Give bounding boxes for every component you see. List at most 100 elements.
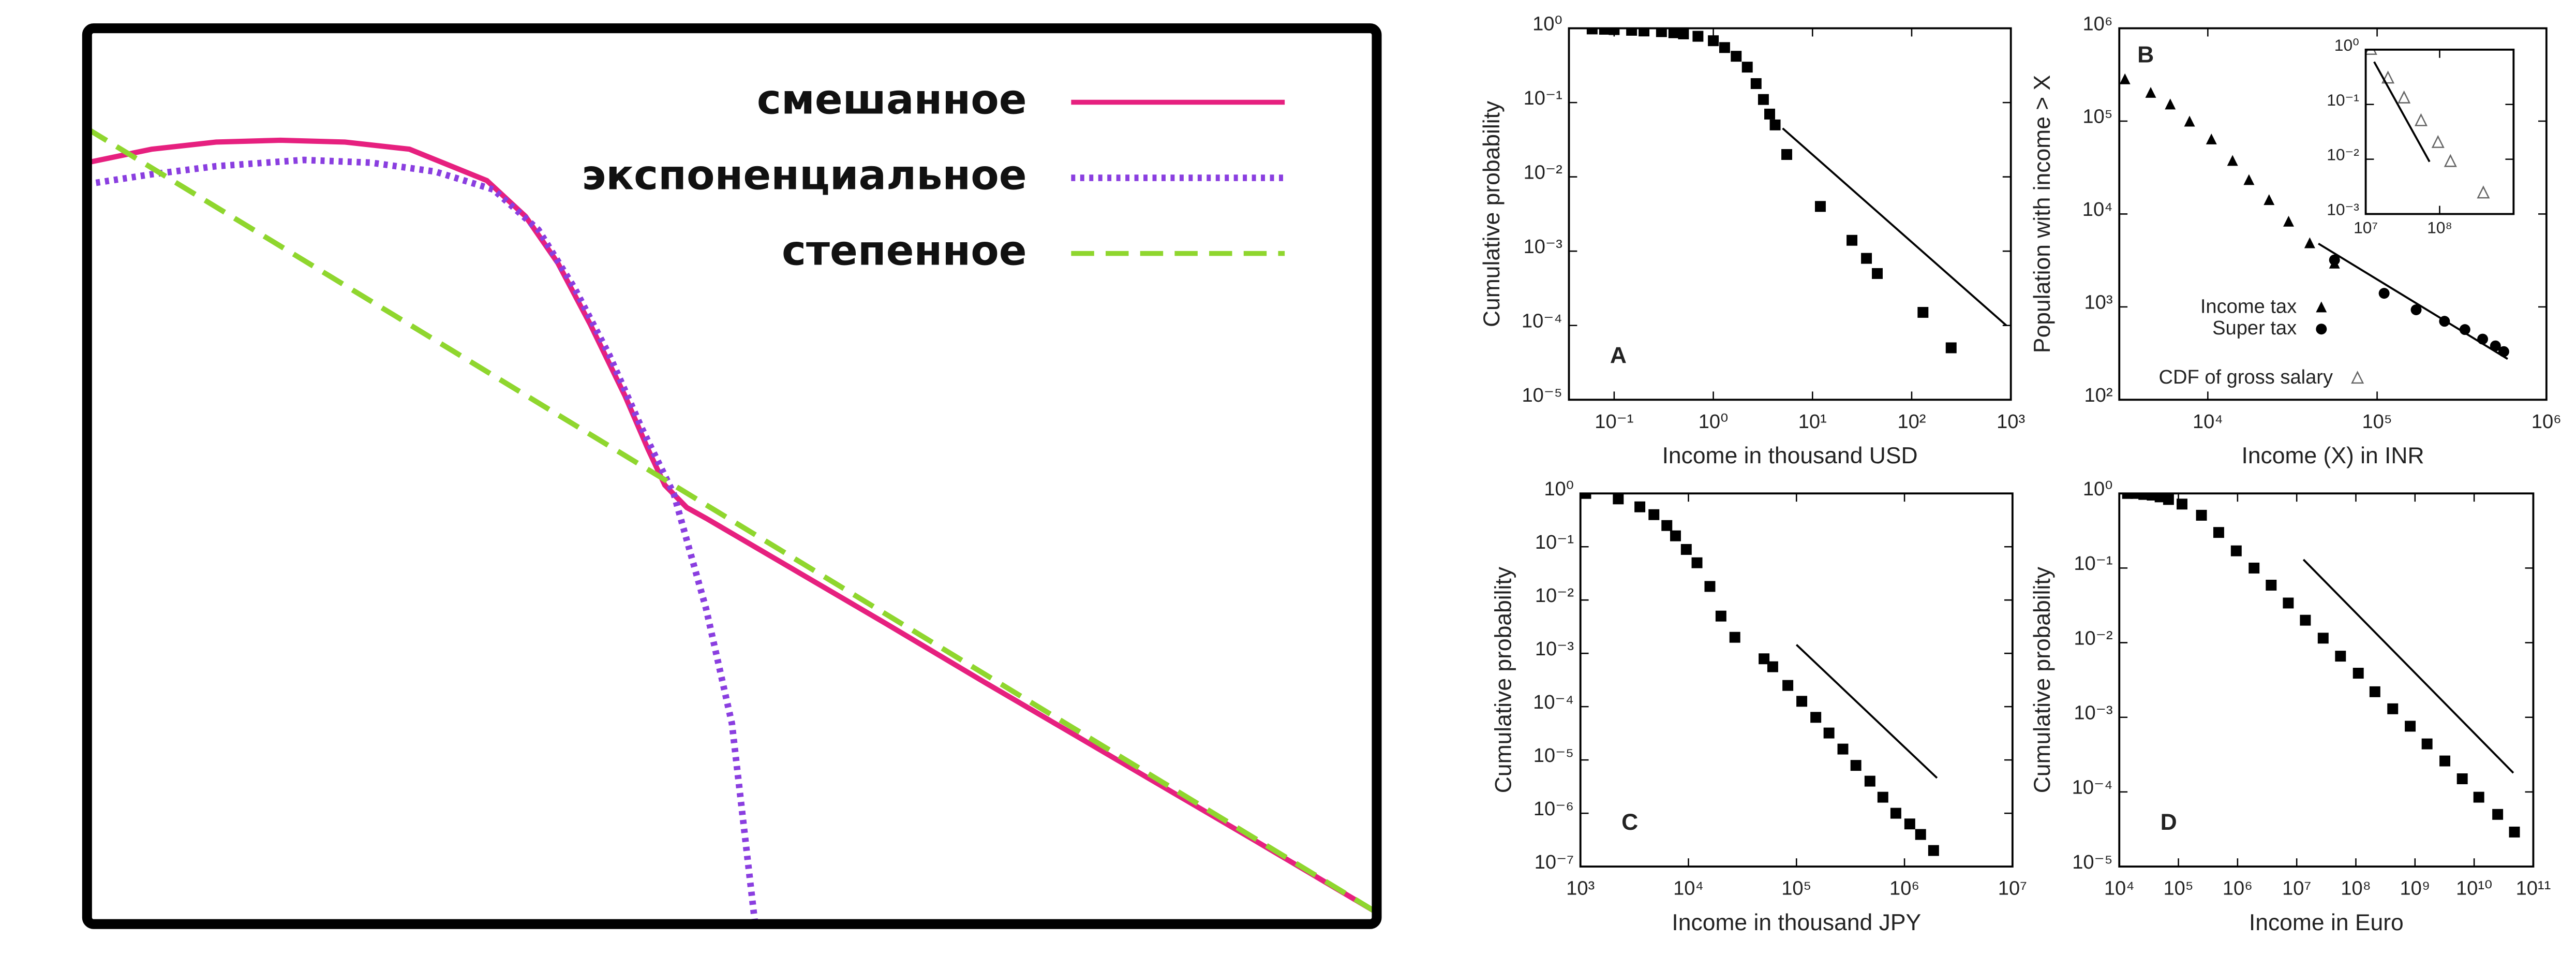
x-tick-label: 10⁷	[2282, 878, 2311, 900]
series-line	[1795, 644, 1938, 779]
series-line	[1782, 127, 2007, 327]
panel: 10³ 10⁴ 10⁵ 10⁶ 10⁷ 10⁻⁷ 10⁻⁶ 10⁻⁵ 10⁻⁴ 10⁻³ 10⁻² 1…	[1491, 478, 2027, 935]
x-tick-label: 10³	[1566, 878, 1595, 900]
y-axis-label: Cumulative probability	[1491, 566, 1516, 793]
data-point	[2213, 527, 2224, 538]
data-point	[1599, 28, 1610, 35]
data-point	[1613, 493, 1624, 505]
data-point	[2387, 703, 2399, 714]
panel-label: B	[2137, 42, 2154, 67]
x-tick-label: 10⁴	[1673, 878, 1704, 900]
data-point	[2165, 98, 2176, 110]
y-tick-label: 10⁻¹	[1524, 87, 1562, 109]
data-point	[1796, 696, 1808, 707]
y-tick-label: 10⁻⁵	[1533, 745, 1574, 767]
data-point	[1890, 808, 1901, 819]
data-point	[1872, 268, 1883, 279]
x-tick-label: 10⁵	[2163, 878, 2193, 900]
data-point	[1678, 28, 1689, 39]
data-point	[1823, 727, 1835, 739]
series-line	[87, 156, 758, 924]
data-point	[2230, 545, 2242, 556]
data-point	[1861, 253, 1872, 264]
x-tick-label: 10⁴	[2104, 878, 2135, 900]
data-point	[1741, 62, 1753, 73]
data-point	[2444, 154, 2457, 167]
x-tick-label: 10⁶	[2223, 878, 2253, 900]
x-tick-label: 10¹⁰	[2456, 878, 2492, 900]
data-point	[1708, 35, 1719, 47]
plot-area	[2119, 73, 2509, 360]
panel-label: C	[1621, 810, 1638, 835]
data-point	[2163, 494, 2174, 505]
data-point	[2490, 340, 2501, 351]
data-point	[1704, 581, 1716, 592]
x-tick-label: 10⁸	[2427, 218, 2452, 237]
data-point	[1850, 760, 1862, 771]
data-point	[1731, 51, 1742, 62]
data-point	[2196, 509, 2207, 521]
legend-marker	[2351, 371, 2364, 384]
y-tick-label: 10⁻¹	[1535, 532, 1574, 553]
data-point	[2317, 633, 2329, 644]
y-tick-label: 10²	[2084, 385, 2112, 406]
data-point	[2283, 215, 2294, 227]
x-axis-label: Income in thousand JPY	[1672, 910, 1921, 935]
y-tick-label: 10⁻⁷	[1535, 852, 1574, 873]
legend-marker	[2316, 324, 2327, 335]
y-tick-label: 10⁻³	[1524, 236, 1562, 258]
data-point	[2138, 493, 2150, 500]
data-point	[1782, 680, 1794, 691]
frame	[2364, 48, 2515, 215]
y-tick-label: 10⁻²	[2074, 627, 2112, 649]
data-point	[2119, 73, 2131, 84]
data-point	[2130, 493, 2141, 499]
y-axis-label: Cumulative probability	[1479, 100, 1505, 327]
data-point	[1668, 28, 1679, 38]
data-point	[1864, 775, 1875, 787]
y-tick-label: 10⁻⁴	[1533, 692, 1574, 713]
data-point	[2492, 809, 2504, 820]
y-tick-label: 10⁻³	[1535, 638, 1574, 660]
data-point	[2335, 651, 2346, 662]
data-point	[1847, 234, 1858, 246]
data-point	[2329, 254, 2340, 266]
frame	[1568, 27, 2012, 401]
data-point	[2266, 579, 2277, 591]
y-tick-label: 10⁶	[2082, 13, 2112, 35]
series-line	[87, 126, 1377, 915]
series-line	[2318, 243, 2508, 360]
y-tick-label: 10⁰	[1544, 478, 1574, 500]
data-point	[2381, 70, 2395, 84]
legend-label: CDF of gross salary	[2158, 366, 2333, 388]
inset-background	[2365, 49, 2514, 214]
data-point	[2431, 135, 2445, 148]
y-tick-label: 10⁰	[2334, 36, 2359, 54]
plot-area	[1586, 28, 2007, 354]
series-line	[2373, 61, 2431, 163]
legend-label: смешанное	[757, 75, 1027, 123]
x-tick-label: 10¹¹	[2516, 878, 2551, 900]
x-axis-label: Income (X) in INR	[2241, 443, 2424, 468]
y-tick-label: 10⁻⁵	[1522, 385, 1562, 406]
x-tick-label: 10⁵	[1781, 878, 1811, 900]
x-axis-label: Income in thousand USD	[1662, 443, 1918, 468]
y-tick-label: 10⁻⁴	[2072, 777, 2113, 799]
data-point	[2369, 686, 2380, 697]
x-tick-label: 10⁵	[2362, 411, 2392, 433]
data-point	[2456, 773, 2468, 784]
plot-area	[1580, 493, 1939, 856]
series-line	[2302, 559, 2514, 774]
data-point	[1928, 845, 1939, 856]
data-point	[2405, 721, 2416, 732]
data-point	[1634, 501, 1646, 512]
data-point	[2439, 755, 2451, 767]
x-tick-label: 10³	[1997, 411, 2025, 433]
data-point	[1767, 661, 1778, 672]
frame	[2118, 27, 2548, 401]
data-point	[2304, 237, 2315, 248]
data-point	[2410, 304, 2422, 315]
data-point	[2154, 493, 2166, 503]
data-point	[1769, 119, 1781, 130]
data-point	[2264, 194, 2275, 206]
